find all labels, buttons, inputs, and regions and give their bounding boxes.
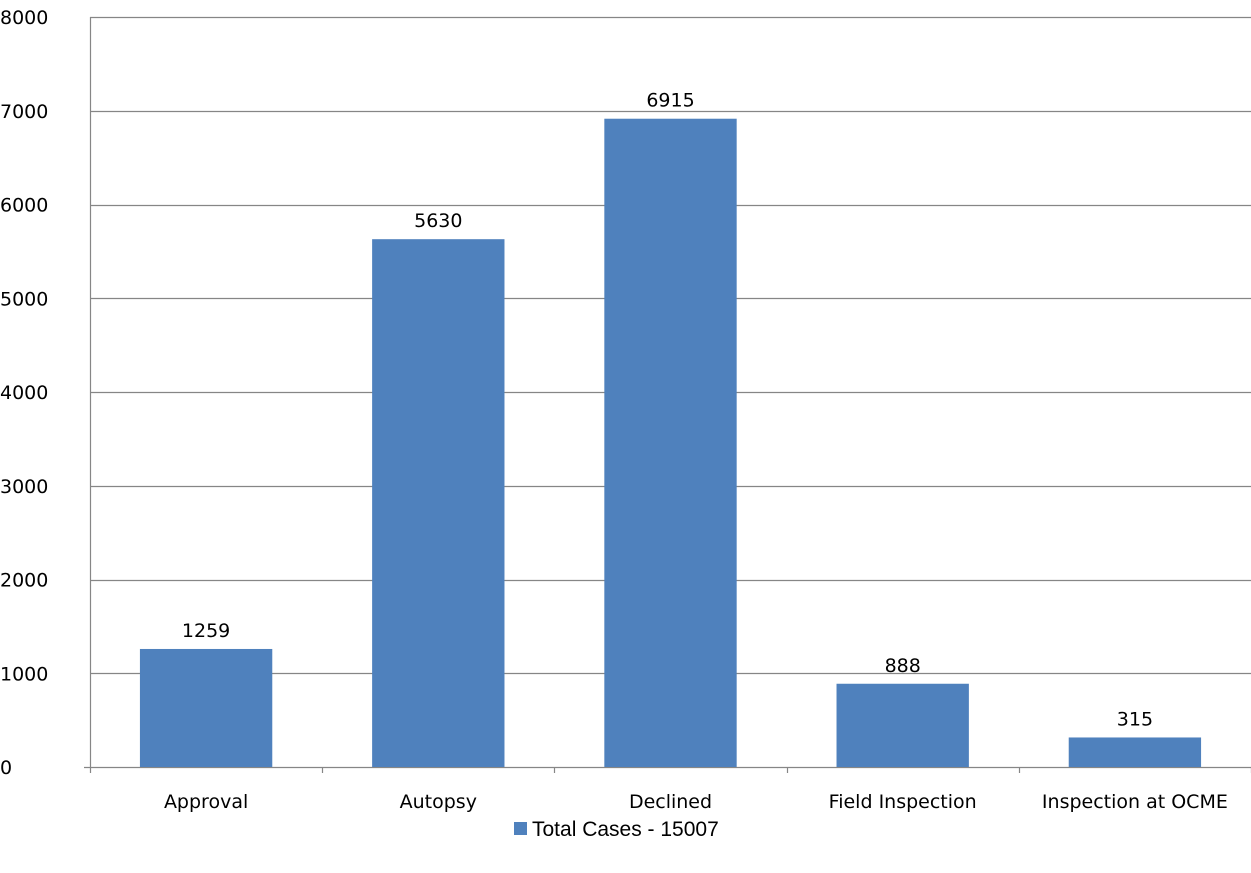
- bar: [1068, 737, 1202, 767]
- y-tick-label: 3000: [0, 476, 48, 498]
- data-label: 888: [885, 655, 921, 677]
- bar: [372, 239, 505, 767]
- y-tick-label: 0: [0, 757, 12, 779]
- y-tick-label: 5000: [0, 288, 48, 310]
- x-tick-label: Inspection at OCME: [1042, 791, 1228, 813]
- x-tick-label: Approval: [164, 791, 248, 813]
- data-label: 315: [1117, 708, 1153, 730]
- y-tick-label: 4000: [0, 382, 48, 404]
- x-tick-labels: Approval Autopsy Declined Field Inspection I…: [164, 791, 1228, 813]
- axes: [84, 17, 1251, 773]
- data-label: 6915: [646, 90, 694, 112]
- x-tick-label: Autopsy: [400, 791, 477, 813]
- legend-swatch: [514, 822, 527, 835]
- x-tick-label: Declined: [629, 791, 712, 813]
- y-tick-label: 7000: [0, 101, 48, 123]
- data-label: 1259: [182, 620, 230, 642]
- bars: [139, 118, 1202, 767]
- y-tick-label: 2000: [0, 570, 48, 592]
- data-labels: 1259 5630 6915 888 315: [182, 90, 1153, 731]
- bar: [139, 648, 273, 767]
- legend-label: Total Cases - 15007: [532, 818, 719, 841]
- y-tick-label: 8000: [0, 7, 48, 29]
- y-tick-labels: 0 1000 2000 3000 4000 5000 6000 7000 8000: [0, 7, 48, 779]
- y-tick-label: 6000: [0, 195, 48, 217]
- data-label: 5630: [414, 210, 462, 232]
- bar: [604, 118, 737, 767]
- bar: [836, 683, 969, 767]
- x-tick-label: Field Inspection: [829, 791, 977, 813]
- legend: Total Cases - 15007: [514, 818, 719, 841]
- y-tick-label: 1000: [0, 663, 48, 685]
